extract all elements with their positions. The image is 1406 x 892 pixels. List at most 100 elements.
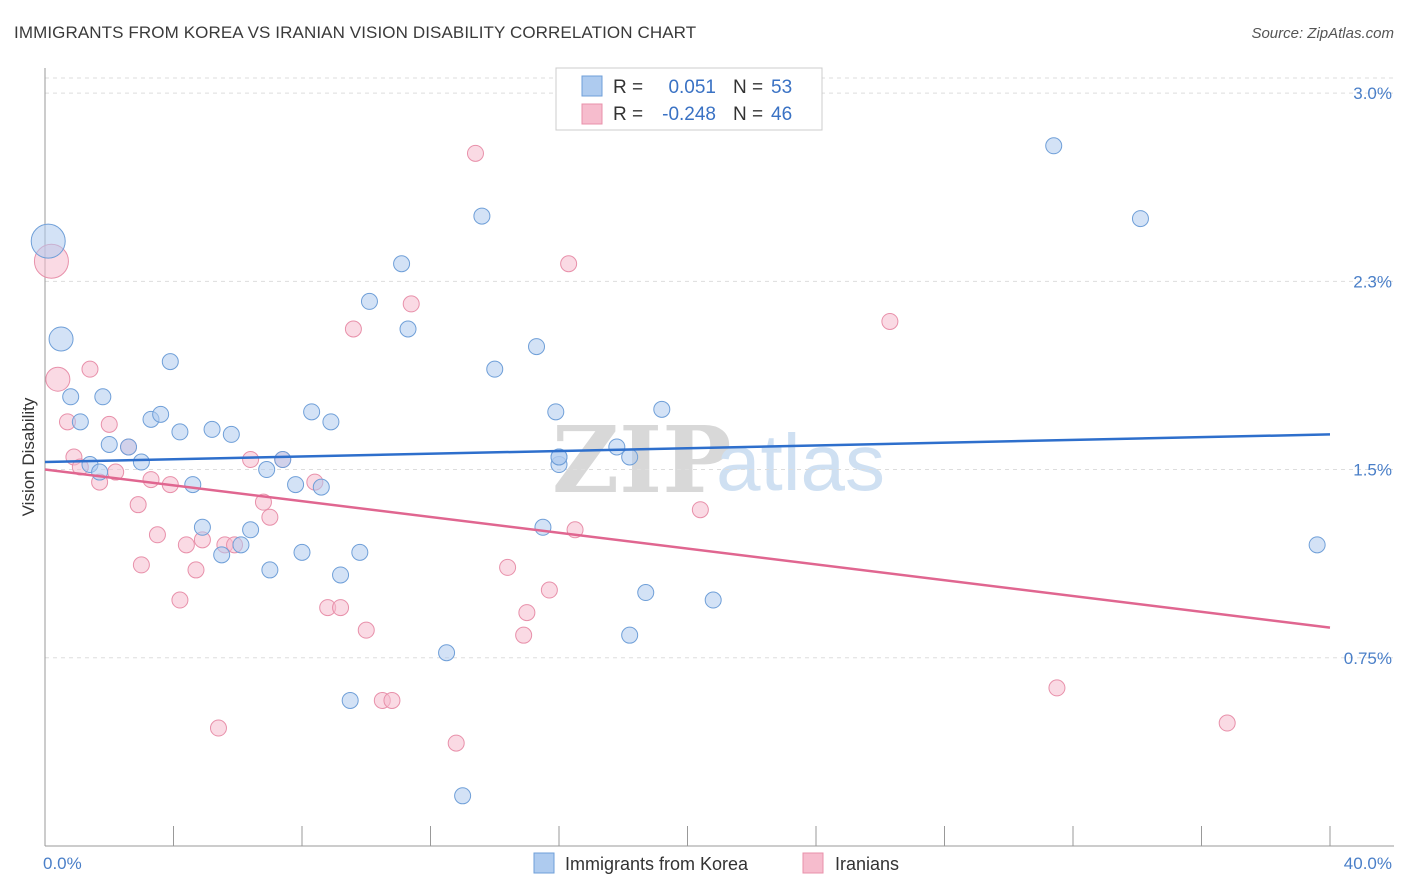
series-korea-points (30, 137, 1326, 805)
iranians-point (1048, 679, 1066, 697)
iranians-point (518, 604, 536, 622)
y-tick-label: 2.3% (1353, 272, 1392, 291)
korea-point (1131, 210, 1149, 228)
axes (44, 68, 1394, 847)
iranians-point (177, 536, 195, 554)
korea-point (287, 476, 305, 494)
korea-point (608, 438, 626, 456)
korea-point (120, 438, 138, 456)
bottom-legend-label-korea: Immigrants from Korea (565, 854, 749, 874)
korea-point (547, 403, 565, 421)
y-tick-label: 0.75% (1344, 649, 1392, 668)
iranians-point (515, 626, 533, 644)
korea-point (393, 255, 411, 273)
bottom-legend-label-iran: Iranians (835, 854, 899, 874)
korea-point (62, 388, 80, 406)
korea-point (261, 561, 279, 579)
iranians-point (1218, 714, 1236, 732)
grid-lines (45, 77, 1394, 659)
legend-n-label-korea: N = (733, 77, 763, 98)
korea-point (203, 420, 221, 438)
korea-point (30, 223, 66, 259)
legend-n-label-iran: N = (733, 104, 763, 125)
legend-r-value-iran: -0.248 (662, 104, 716, 125)
y-axis-label: Vision Disability (19, 397, 38, 516)
legend-r-label-korea: R = (613, 77, 643, 98)
korea-point (132, 453, 150, 471)
korea-point (653, 400, 671, 418)
korea-point (71, 413, 89, 431)
chart-title: IMMIGRANTS FROM KOREA VS IRANIAN VISION … (14, 23, 696, 42)
korea-point (274, 451, 292, 469)
korea-point (637, 584, 655, 602)
iranians-point (81, 360, 99, 378)
bottom-legend: Immigrants from Korea Iranians (533, 852, 899, 874)
legend-swatch-korea (581, 75, 603, 97)
korea-point (534, 518, 552, 536)
y-tick-label: 1.5% (1353, 461, 1392, 480)
iranians-point (100, 415, 118, 433)
legend-r-value-korea: 0.051 (668, 77, 716, 98)
iranians-point (560, 255, 578, 273)
korea-point (1308, 536, 1326, 554)
series-iranians-points (33, 144, 1236, 752)
korea-point (351, 543, 369, 561)
legend-box: R = 0.051 N = 53 R = -0.248 N = 46 (555, 67, 823, 131)
iranians-point (148, 526, 166, 544)
korea-point (213, 546, 231, 564)
x-tick-label-max: 40.0% (1344, 854, 1392, 873)
iranians-point (447, 734, 465, 752)
korea-point (1045, 137, 1063, 155)
korea-point (473, 207, 491, 225)
iranians-point (242, 451, 260, 469)
watermark-zip: ZIP (552, 406, 731, 514)
korea-point (322, 413, 340, 431)
iranians-point (132, 556, 150, 574)
korea-point (100, 435, 118, 453)
korea-point (621, 626, 639, 644)
korea-point (171, 423, 189, 441)
iranians-point (383, 691, 401, 709)
iranians-point (187, 561, 205, 579)
iranians-point (142, 471, 160, 489)
korea-point (232, 536, 250, 554)
iranians-point (171, 591, 189, 609)
korea-point (360, 292, 378, 310)
korea-point (48, 326, 74, 352)
iranians-trend-line (44, 468, 1331, 629)
korea-point (242, 521, 260, 539)
y-tick-label: 3.0% (1353, 84, 1392, 103)
legend-n-value-korea: 53 (771, 77, 792, 98)
korea-point (341, 691, 359, 709)
watermark-atlas: atlas (716, 418, 885, 507)
korea-point (94, 388, 112, 406)
iranians-point (881, 312, 899, 330)
bottom-legend-swatch-iran (802, 852, 824, 874)
iranians-point (466, 144, 484, 162)
bottom-legend-swatch-korea (533, 852, 555, 874)
korea-point (486, 360, 504, 378)
y-tick-labels: 0.75% 1.5% 2.3% 3.0% (1344, 84, 1392, 668)
iranians-point (499, 558, 517, 576)
watermark: ZIP atlas (552, 406, 885, 514)
korea-point (161, 353, 179, 371)
iranians-point (540, 581, 558, 599)
korea-point (454, 787, 472, 805)
trend-lines (44, 433, 1331, 629)
korea-point (528, 338, 546, 356)
iranians-point (332, 599, 350, 617)
korea-point (222, 425, 240, 443)
korea-point (293, 543, 311, 561)
korea-point (152, 405, 170, 423)
legend-n-value-iran: 46 (771, 104, 792, 125)
korea-point (184, 476, 202, 494)
korea-point (332, 566, 350, 584)
korea-point (438, 644, 456, 662)
korea-point (258, 461, 276, 479)
iranians-point (261, 508, 279, 526)
iranians-point (402, 295, 420, 313)
x-ticks (44, 826, 1331, 846)
korea-trend-line (44, 433, 1331, 464)
iranians-point (691, 501, 709, 519)
